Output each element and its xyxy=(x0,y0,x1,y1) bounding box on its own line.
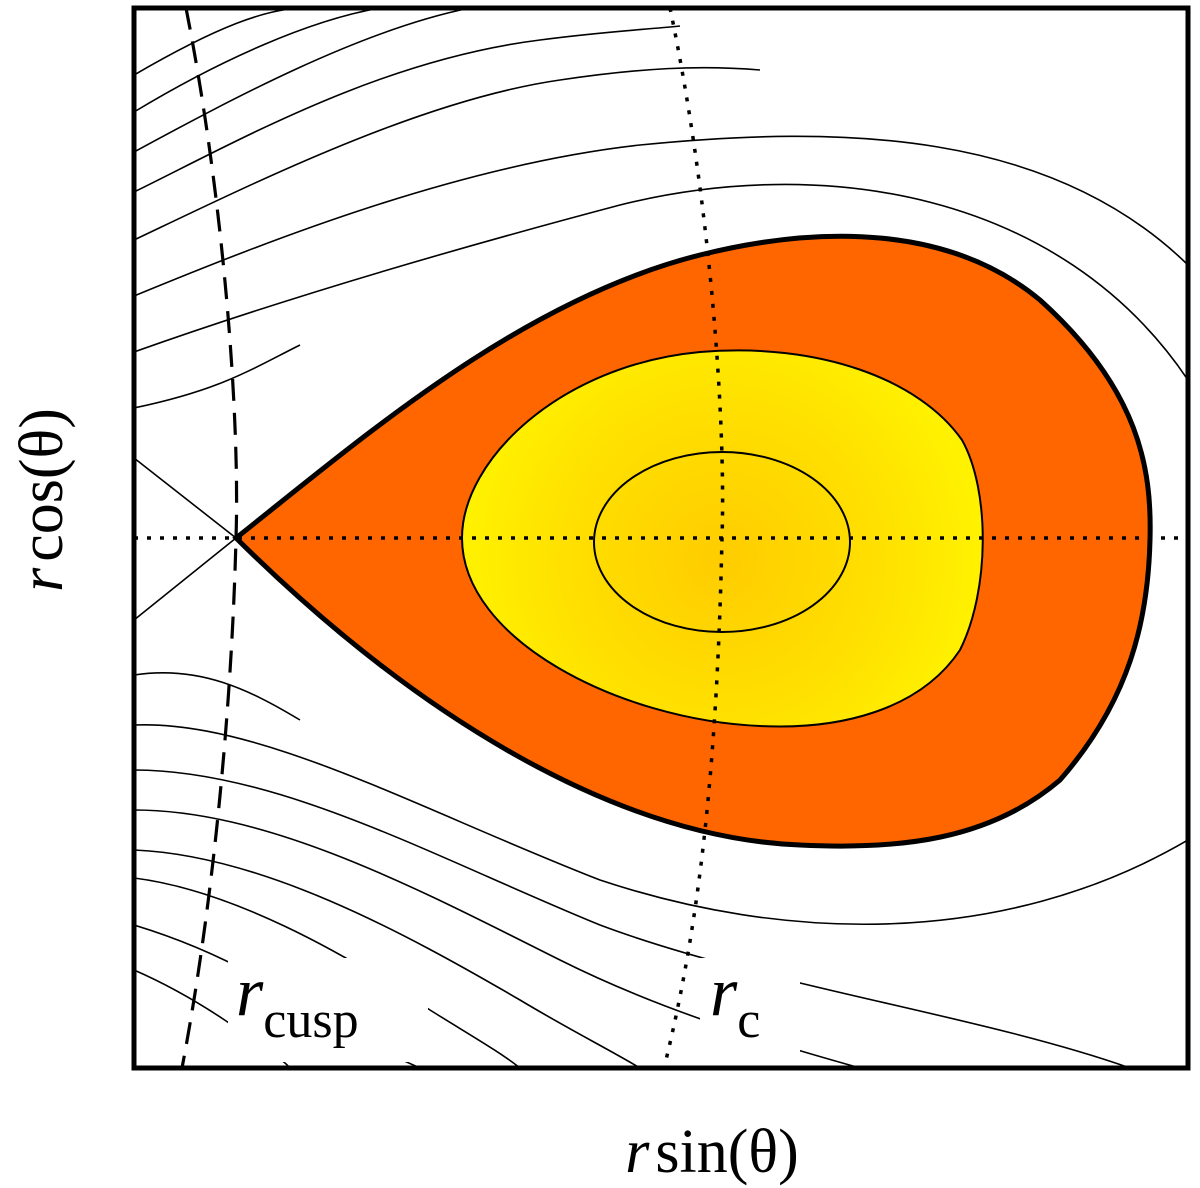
r-cusp-sub: cusp xyxy=(263,992,358,1049)
x-axis-var: r xyxy=(625,1118,650,1186)
r-cusp-arc xyxy=(180,8,239,1068)
x-axis-label: rsin(θ) xyxy=(625,1118,799,1186)
torus-core-contour xyxy=(593,451,851,633)
contour-line xyxy=(134,724,1188,926)
r-c-arc xyxy=(662,8,725,1068)
y-axis-func: cos(θ) xyxy=(8,408,76,562)
upper-contour-lines xyxy=(134,8,1188,409)
contour-line xyxy=(134,671,301,721)
contour-line xyxy=(134,849,641,1068)
plot-area xyxy=(134,8,1188,1068)
r-c-var: r xyxy=(710,954,738,1031)
r-c-label-bg xyxy=(700,958,800,1062)
contour-line xyxy=(134,8,301,76)
x-axis-func: sin(θ) xyxy=(655,1118,798,1186)
contour-line xyxy=(134,8,471,153)
y-axis-label: r cos(θ) xyxy=(8,408,76,592)
r-c-sub: c xyxy=(737,992,760,1049)
contour-line xyxy=(134,183,1188,381)
r-cusp-label-bg xyxy=(228,958,428,1062)
r-c-label: rc xyxy=(710,954,760,1049)
contour-line xyxy=(134,25,681,193)
contour-line xyxy=(134,135,1188,297)
contour-line xyxy=(134,344,301,409)
r-cusp-var: r xyxy=(236,954,264,1031)
r-cusp-label: rcusp xyxy=(236,954,359,1049)
contour-line xyxy=(134,66,761,241)
contour-line xyxy=(134,8,381,113)
plot-frame xyxy=(131,5,1191,1071)
contour-line xyxy=(134,769,1131,1068)
y-axis-var: r xyxy=(8,567,76,592)
